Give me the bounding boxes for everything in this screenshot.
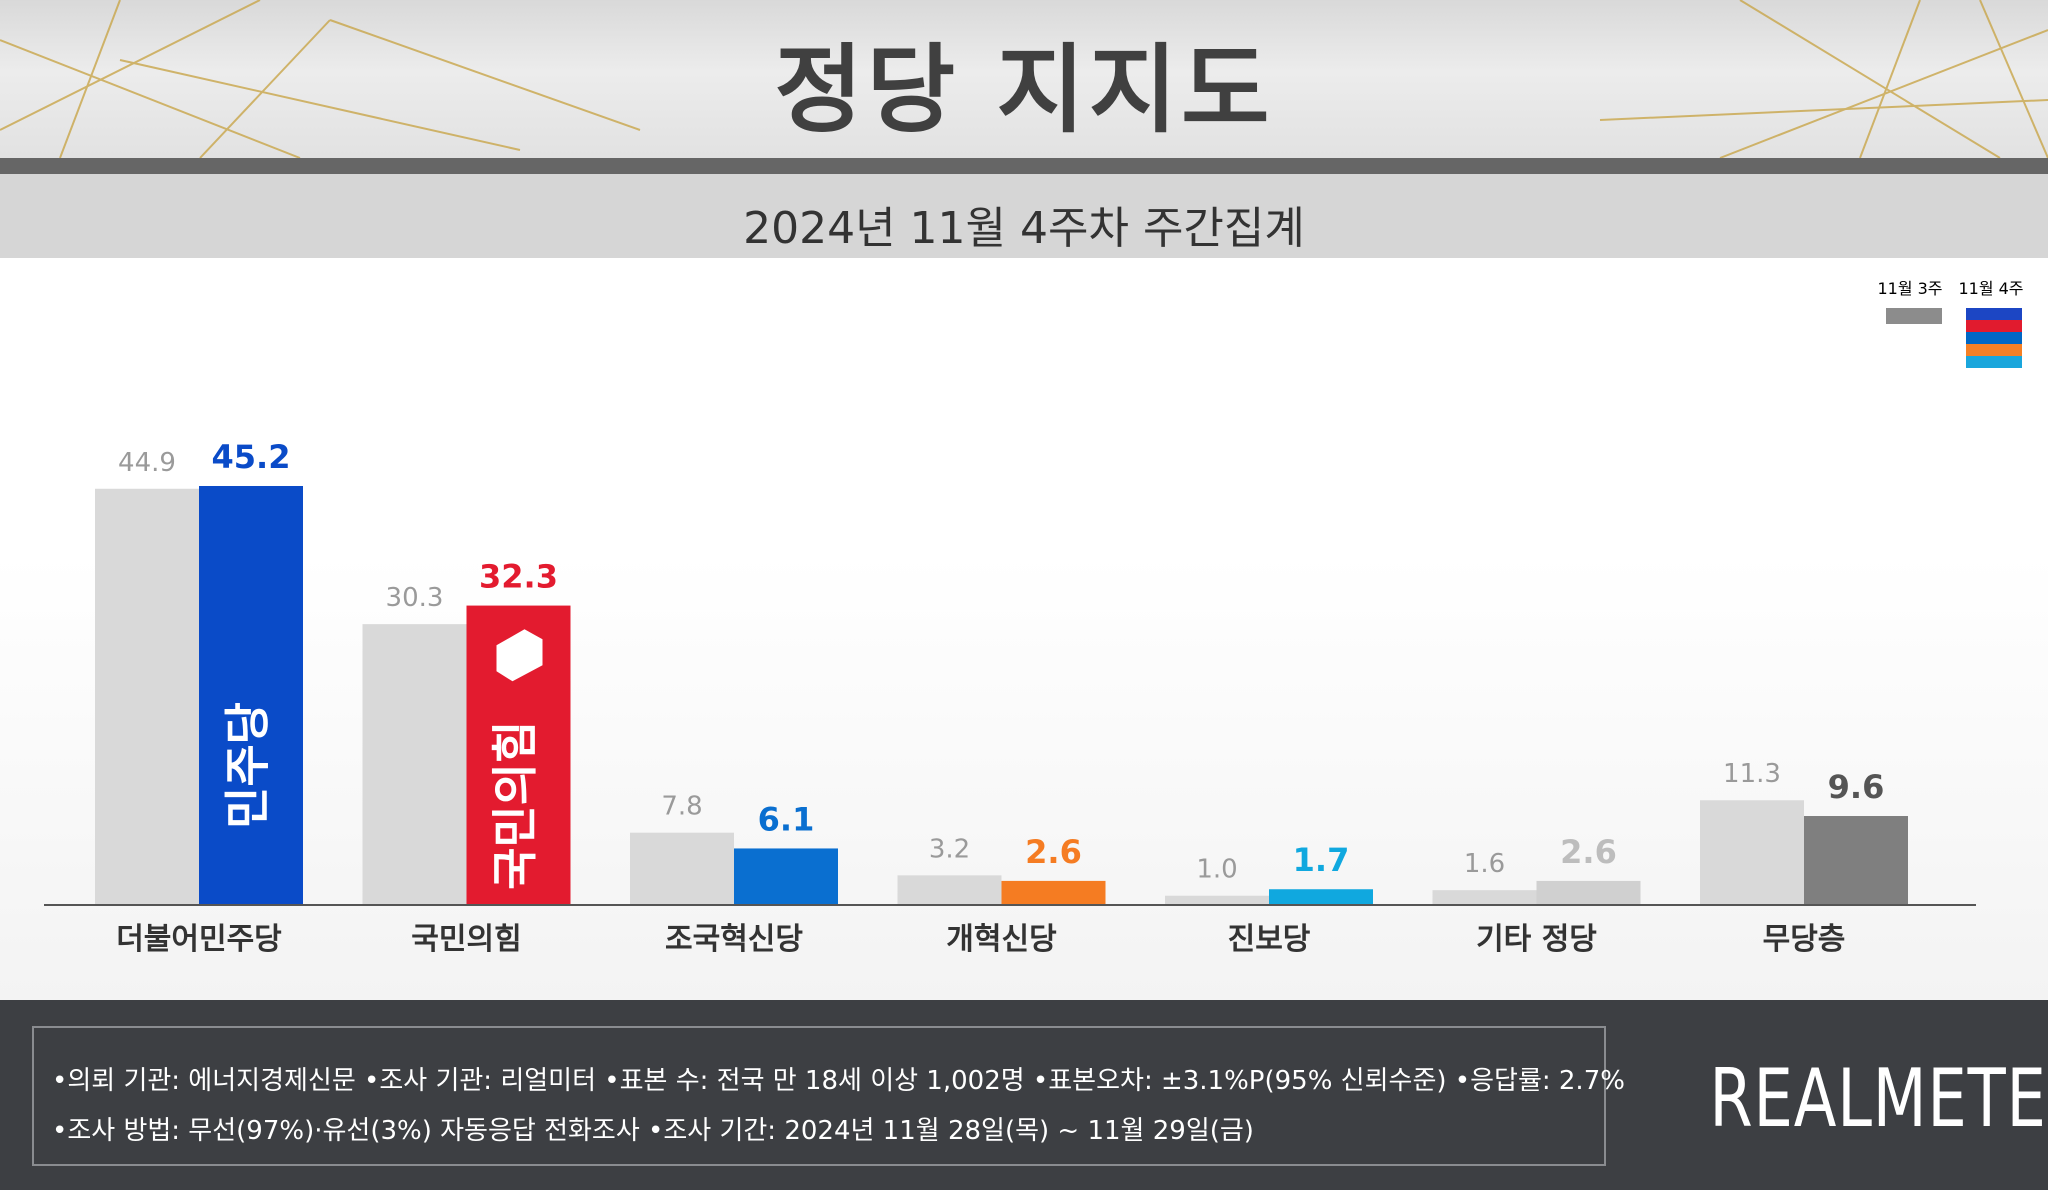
legend-swatch-color [1966,308,2022,320]
header-banner: 정당 지지도 [0,0,2048,158]
bar-prev [1700,800,1804,905]
data-label-curr: 2.6 [1025,833,1082,871]
realmeter-logo: REALMETER [1709,1052,2048,1145]
survey-info-box: •의뢰 기관: 에너지경제신문 •조사 기관: 리얼미터 •표본 수: 전국 만… [32,1026,1625,1166]
x-tick-label: 진보당 [1228,922,1311,957]
bar-prev [897,875,1002,905]
header-divider [0,158,2048,174]
bars-group: 44.9 45.2 민주당 30.3 32.3 국민의힘 7.8 6.1 3.2 2.6 1.0 1.… [95,438,1908,905]
legend-label-curr: 11월 4주 [1958,279,2023,298]
data-label-prev: 44.9 [118,448,176,478]
bar-curr [1001,880,1106,905]
footer: •의뢰 기관: 에너지경제신문 •조사 기관: 리얼미터 •표본 수: 전국 만… [0,1000,2048,1190]
data-label-prev: 11.3 [1723,759,1781,789]
data-label-curr: 9.6 [1828,768,1885,806]
data-label-curr: 2.6 [1560,833,1617,871]
data-label-curr: 45.2 [212,438,291,476]
bar-prev [1432,890,1537,905]
bar-curr [734,848,838,905]
x-tick-label: 더불어민주당 [116,922,282,957]
legend-swatch-color [1966,320,2022,332]
legend-swatch-prev [1886,308,1942,324]
data-label-curr: 6.1 [758,800,815,838]
survey-info-line-2: •조사 방법: 무선(97%)·유선(3%) 자동응답 전화조사 •조사 기간:… [52,1116,1254,1146]
legend-swatch-color [1966,356,2022,368]
chart-legend: 11월 3주 11월 4주 [1877,279,2024,368]
bar-curr [1269,889,1373,905]
decorative-gold-lines [0,0,2048,158]
subtitle-band: 2024년 11월 4주차 주간집계 [0,174,2048,258]
x-tick-label: 무당층 [1763,922,1846,957]
x-tick-label: 조국혁신당 [665,922,803,957]
legend-swatch-curr [1966,308,2022,368]
bar-prev [630,832,734,905]
ppp-logo-icon [496,629,543,682]
legend-swatch-color [1966,344,2022,356]
x-tick-label: 국민의힘 [411,922,521,957]
democratic-party-logo: 민주당 [221,702,275,829]
bar-chart: 11월 3주 11월 4주 44.9 45.2 민주당 30.3 32.3 국민의힘 7.8… [44,279,2024,957]
survey-info-line-1: •의뢰 기관: 에너지경제신문 •조사 기관: 리얼미터 •표본 수: 전국 만… [52,1066,1625,1096]
data-label-prev: 7.8 [661,792,702,822]
data-label-prev: 30.3 [386,583,444,613]
bar-prev [362,624,467,905]
x-tick-label: 기타 정당 [1476,922,1597,957]
page-title: 정당 지지도 [774,34,1274,146]
legend-label-prev: 11월 3주 [1877,279,1942,298]
data-label-prev: 1.0 [1196,855,1237,885]
x-tick-label: 개혁신당 [946,922,1057,957]
bar-curr [199,485,303,905]
data-label-curr: 1.7 [1293,841,1350,879]
page-subtitle: 2024년 11월 4주차 주간집계 [743,203,1305,254]
bar-curr [1536,880,1641,905]
legend-swatch-color [1966,332,2022,344]
bar-prev [1165,895,1269,905]
x-axis-labels: 더불어민주당 국민의힘 조국혁신당 개혁신당 진보당 기타 정당 무당층 [116,922,1845,957]
bar-curr [1804,816,1908,905]
data-label-prev: 3.2 [929,834,970,864]
data-label-prev: 1.6 [1464,849,1505,879]
data-label-curr: 32.3 [479,558,558,596]
bar-prev [95,488,199,905]
ppp-party-logo: 국민의힘 [488,721,542,890]
